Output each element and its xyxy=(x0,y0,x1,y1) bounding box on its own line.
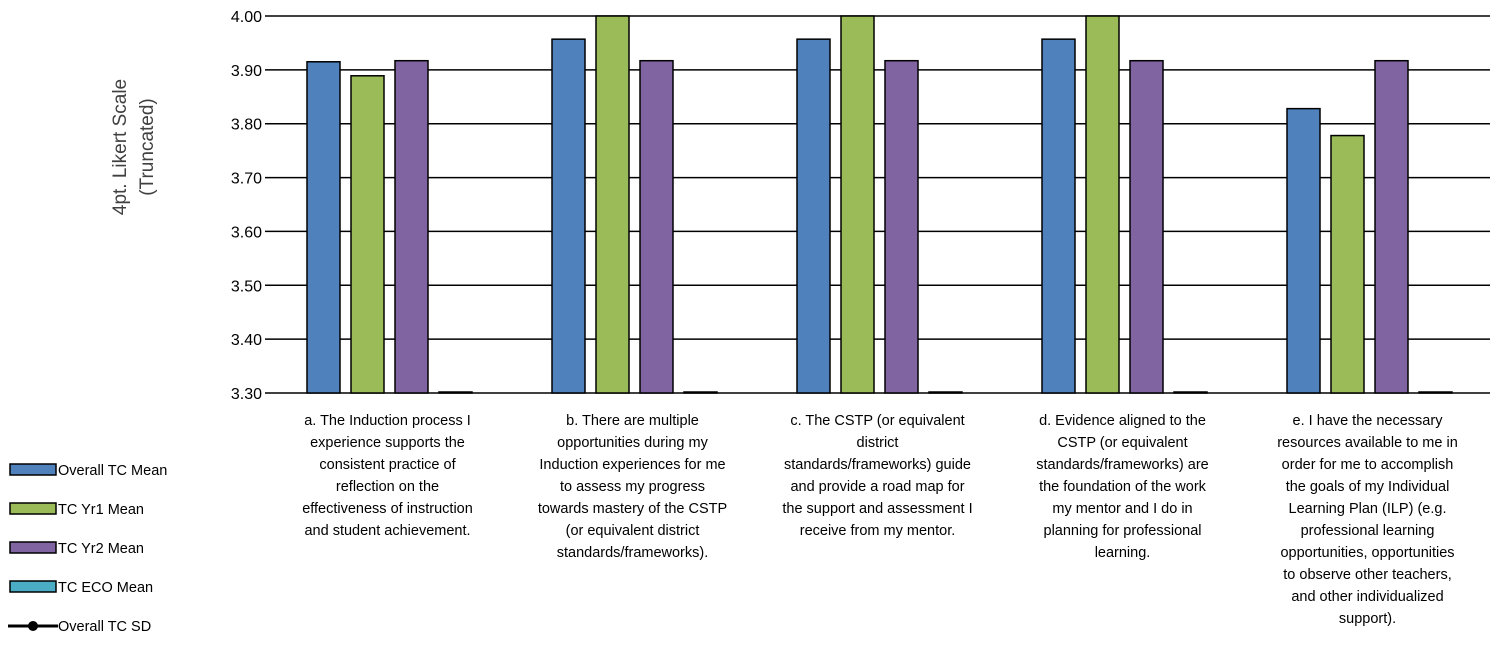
category-label: d. Evidence aligned to the CSTP (or equiv… xyxy=(1036,413,1208,561)
category-label-line: to observe other teachers, xyxy=(1283,567,1451,583)
category-label-line: b. There are multiple xyxy=(566,413,699,429)
bar xyxy=(884,59,919,394)
category-label-line: (or equivalent district xyxy=(566,523,700,539)
bar xyxy=(1418,391,1453,394)
category-label-line: opportunities during my xyxy=(557,435,708,451)
bar xyxy=(350,75,385,394)
y-axis-ticks: 3.30 3.40 3.50 3.60 3.70 3.80 3.90 4.00 xyxy=(231,9,262,403)
y-axis-label-line-1: 4pt. Likert Scale xyxy=(110,79,131,215)
category-label-line: consistent practice of xyxy=(319,457,456,473)
legend-label: Overall TC Mean xyxy=(58,463,167,479)
bar xyxy=(306,61,341,394)
category-label: b. There are multiple opportunities durin… xyxy=(538,413,727,561)
category-label: c. The CSTP (or equivalent district standa… xyxy=(782,413,972,539)
bar xyxy=(1286,107,1321,394)
legend: Overall TC Mean TC Yr1 Mean TC Yr2 Mean TC … xyxy=(8,463,167,635)
legend-swatch xyxy=(9,541,57,554)
category-label-line: e. I have the necessary xyxy=(1293,413,1444,429)
y-tick-label: 3.60 xyxy=(231,224,262,241)
category-labels: a. The Induction process I experience sup… xyxy=(302,413,1458,627)
category-label-line: and student achievement. xyxy=(304,523,470,539)
category-label-line: my mentor and I do in xyxy=(1052,501,1192,517)
y-tick-label: 3.90 xyxy=(231,63,262,80)
category-label-line: opportunities, opportunities xyxy=(1280,545,1454,561)
category-label-line: c. The CSTP (or equivalent xyxy=(790,413,964,429)
bar xyxy=(394,59,429,394)
bar xyxy=(683,391,718,394)
y-axis-label-line-2: (Truncated) xyxy=(137,98,158,196)
category-label-line: Learning Plan (ILP) (e.g. xyxy=(1289,501,1447,517)
category-label-line: resources available to me in xyxy=(1277,435,1458,451)
bar xyxy=(796,38,831,394)
category-label-line: support). xyxy=(1339,611,1396,627)
legend-label: TC ECO Mean xyxy=(58,580,153,596)
category-label-line: learning. xyxy=(1095,545,1151,561)
y-tick-label: 3.30 xyxy=(231,386,262,403)
category-label-line: receive from my mentor. xyxy=(800,523,956,539)
bar xyxy=(1129,59,1164,394)
bar xyxy=(1085,15,1120,394)
bar xyxy=(1041,38,1076,394)
y-axis-label: 4pt. Likert Scale (Truncated) xyxy=(110,79,158,215)
category-label-line: standards/frameworks) guide xyxy=(784,457,971,473)
bar xyxy=(595,15,630,394)
category-label-line: and other individualized xyxy=(1291,589,1443,605)
category-label-line: reflection on the xyxy=(336,479,439,495)
bar xyxy=(639,59,674,394)
category-label-line: effectiveness of instruction xyxy=(302,501,473,517)
legend-label: TC Yr2 Mean xyxy=(58,541,144,557)
legend-swatch xyxy=(9,580,57,593)
category-label-line: to assess my progress xyxy=(560,479,705,495)
legend-swatch xyxy=(9,502,57,515)
category-label-line: standards/frameworks). xyxy=(557,545,709,561)
category-label-line: experience supports the xyxy=(310,435,465,451)
gridlines xyxy=(265,15,1490,394)
bars xyxy=(306,15,1453,394)
category-label-line: CSTP (or equivalent xyxy=(1057,435,1187,451)
y-tick-label: 3.40 xyxy=(231,332,262,349)
category-label-line: professional learning xyxy=(1301,523,1435,539)
category-label: e. I have the necessary resources availab… xyxy=(1277,413,1458,627)
y-tick-label: 3.70 xyxy=(231,171,262,188)
category-label-line: district xyxy=(857,435,899,451)
legend-swatch xyxy=(9,463,57,476)
legend-marker xyxy=(28,621,38,631)
category-label-line: a. The Induction process I xyxy=(304,413,471,429)
bar xyxy=(840,15,875,394)
legend-label: Overall TC SD xyxy=(58,619,151,635)
category-label-line: and provide a road map for xyxy=(790,479,964,495)
bar xyxy=(1330,134,1365,394)
bar xyxy=(1173,391,1208,394)
category-label-line: Induction experiences for me xyxy=(539,457,725,473)
category-label-line: d. Evidence aligned to the xyxy=(1039,413,1206,429)
bar xyxy=(438,391,473,394)
category-label-line: order for me to accomplish xyxy=(1282,457,1454,473)
bar xyxy=(1374,59,1409,394)
bar xyxy=(551,38,586,394)
y-tick-label: 4.00 xyxy=(231,9,262,26)
bar xyxy=(928,391,963,394)
y-tick-label: 3.50 xyxy=(231,278,262,295)
legend-label: TC Yr1 Mean xyxy=(58,502,144,518)
category-label-line: towards mastery of the CSTP xyxy=(538,501,727,517)
category-label-line: the support and assessment I xyxy=(782,501,972,517)
category-label: a. The Induction process I experience sup… xyxy=(302,413,473,539)
category-label-line: the goals of my Individual xyxy=(1286,479,1450,495)
category-label-line: standards/frameworks) are xyxy=(1036,457,1208,473)
category-label-line: planning for professional xyxy=(1044,523,1202,539)
category-label-line: the foundation of the work xyxy=(1039,479,1207,495)
y-tick-label: 3.80 xyxy=(231,117,262,134)
